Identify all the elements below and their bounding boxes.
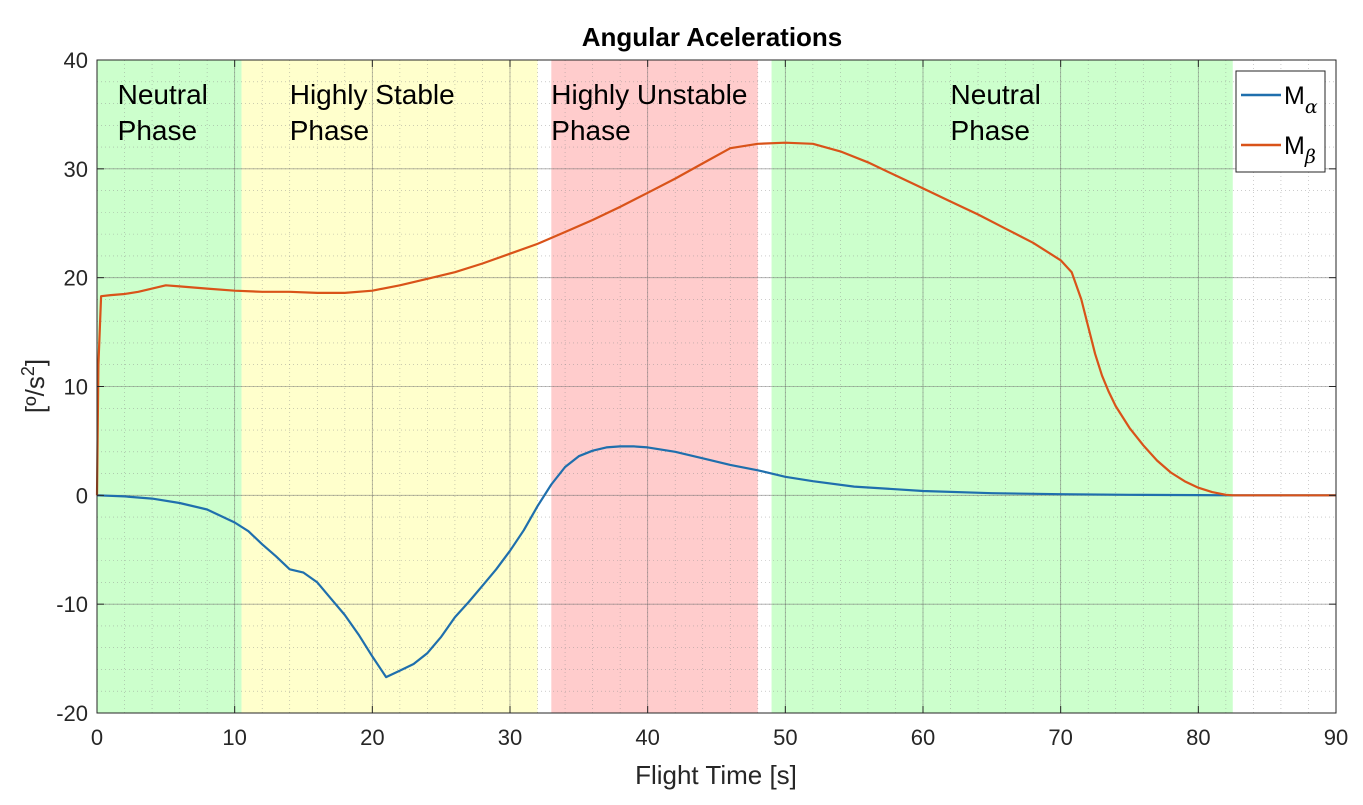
phase-label-0: Neutral Phase bbox=[118, 79, 208, 146]
phase-label-line: Highly Unstable bbox=[551, 79, 747, 110]
phase-label-line: Highly Stable bbox=[290, 79, 455, 110]
phase-label-line: Neutral bbox=[118, 79, 208, 110]
y-tick-label: 10 bbox=[64, 375, 88, 400]
legend-box bbox=[1235, 70, 1326, 173]
x-tick-label: 10 bbox=[222, 725, 246, 750]
y-axis-label-main: [º/s bbox=[20, 376, 50, 413]
x-tick-label: 90 bbox=[1324, 725, 1348, 750]
grid bbox=[96, 59, 1337, 714]
y-tick-label: 40 bbox=[64, 48, 88, 73]
x-tick-label: 70 bbox=[1048, 725, 1072, 750]
legend-label-main: M bbox=[1284, 82, 1305, 110]
x-tick-label: 20 bbox=[360, 725, 384, 750]
y-tick-label: -10 bbox=[56, 592, 88, 617]
y-axis-label: [º/s2] bbox=[18, 359, 50, 413]
phase-label-line: Phase bbox=[118, 115, 197, 146]
phase-label-3: Neutral Phase bbox=[951, 79, 1041, 146]
x-tick-label: 0 bbox=[91, 725, 103, 750]
phase-label-1: Highly Stable Phase bbox=[290, 79, 455, 146]
chart-title: Angular Acelerations bbox=[582, 22, 843, 52]
y-tick-label: 0 bbox=[76, 483, 88, 508]
tick-labels: 0 10 20 30 40 50 60 70 80 90 -20 -10 0 10 20 30 40 bbox=[56, 48, 1348, 750]
x-tick-label: 60 bbox=[911, 725, 935, 750]
legend-label-subscript: β bbox=[1304, 146, 1316, 168]
y-tick-label: -20 bbox=[56, 701, 88, 726]
series-line-0 bbox=[96, 445, 1336, 679]
legend-label-1: Mβ bbox=[1284, 132, 1316, 168]
phase-label-line: Phase bbox=[551, 115, 630, 146]
phase-label-2: Highly Unstable Phase bbox=[551, 79, 747, 146]
x-tick-label: 50 bbox=[773, 725, 797, 750]
phase-label-line: Neutral bbox=[951, 79, 1041, 110]
legend-label-subscript: α bbox=[1305, 96, 1318, 118]
x-tick-label: 40 bbox=[635, 725, 659, 750]
legend-label-0: Mα bbox=[1284, 82, 1318, 118]
y-axis-label-close: ] bbox=[20, 359, 50, 366]
phase-label-line: Phase bbox=[951, 115, 1030, 146]
series-lines bbox=[95, 141, 1336, 679]
phase-label-line: Phase bbox=[290, 115, 369, 146]
x-tick-label: 80 bbox=[1186, 725, 1210, 750]
series-line-1 bbox=[95, 141, 1336, 497]
y-tick-label: 20 bbox=[64, 266, 88, 291]
x-axis-label: Flight Time [s] bbox=[635, 760, 797, 790]
y-axis-label-sup: 2 bbox=[18, 366, 38, 376]
y-tick-label: 30 bbox=[64, 157, 88, 182]
legend-label-main: M bbox=[1284, 132, 1305, 160]
x-tick-label: 30 bbox=[498, 725, 522, 750]
